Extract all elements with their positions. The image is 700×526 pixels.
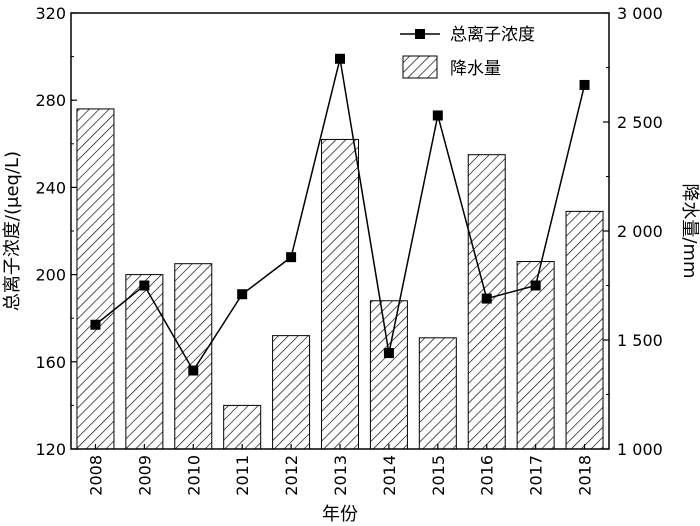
point-2012 [286, 252, 297, 263]
legend-label-bar: 降水量 [450, 59, 501, 79]
right-tick-label: 1 000 [617, 440, 663, 459]
left-tick-label: 160 [35, 353, 66, 372]
right-tick-label: 3 000 [617, 4, 663, 23]
bar-2017 [516, 261, 555, 450]
bar-2013 [321, 138, 359, 450]
legend-hatch-swatch-icon [402, 55, 438, 79]
x-tick-label: 2010 [184, 455, 203, 496]
right-tick-label: 2 500 [617, 113, 663, 132]
right-tick-label: 2 000 [617, 222, 663, 241]
x-tick-label: 2008 [86, 455, 105, 496]
right-axis-title: 降水量/mm [679, 183, 700, 278]
x-tick-label: 2009 [135, 455, 154, 496]
bar-series [76, 108, 604, 450]
x-axis-title: 年份 [322, 504, 358, 525]
right-tick-label: 1 500 [617, 331, 663, 350]
point-2011 [237, 289, 248, 300]
bar-2008 [76, 108, 115, 450]
x-tick-label: 2017 [527, 455, 546, 496]
left-tick-label: 280 [35, 91, 66, 110]
x-tick-label: 2013 [331, 455, 350, 496]
legend-square-marker-icon [415, 29, 425, 39]
bar-2012 [272, 335, 311, 450]
left-axis-title: 总离子浓度/(μeq/L) [2, 151, 23, 311]
bar-2009 [125, 274, 164, 450]
left-tick-label: 240 [35, 178, 66, 197]
point-2014 [383, 348, 394, 359]
right-axis-ticks: 1 000 1 500 2 000 2 500 3 000 [603, 4, 663, 459]
legend: 总离子浓度 降水量 [400, 25, 535, 79]
x-tick-label: 2016 [478, 455, 497, 496]
x-tick-label: 2012 [282, 455, 301, 496]
bar-2010 [174, 263, 213, 450]
x-tick-label: 2014 [380, 455, 399, 496]
point-2015 [432, 110, 443, 121]
bar-2018 [565, 210, 604, 450]
x-tick-label: 2011 [233, 455, 252, 496]
point-2016 [481, 293, 492, 304]
left-tick-label: 120 [35, 440, 66, 459]
point-2010 [188, 365, 199, 376]
left-tick-label: 200 [35, 266, 66, 285]
point-2009 [139, 280, 150, 291]
x-axis-ticks: 2008 2009 2010 2011 2012 2013 2014 2015 2016 2017… [86, 444, 595, 496]
line-series [90, 53, 590, 376]
point-2013 [335, 53, 345, 64]
legend-label-line: 总离子浓度 [450, 25, 535, 45]
left-tick-label: 320 [35, 4, 66, 23]
point-2017 [530, 280, 541, 291]
left-axis-ticks: 120 160 200 240 280 320 [35, 4, 77, 459]
bar-2015 [418, 337, 457, 450]
x-tick-label: 2015 [429, 455, 448, 496]
point-2008 [90, 319, 101, 330]
x-tick-label: 2018 [576, 455, 595, 496]
point-2018 [579, 79, 590, 90]
bar-2011 [223, 404, 262, 450]
bar-2014 [369, 300, 408, 450]
